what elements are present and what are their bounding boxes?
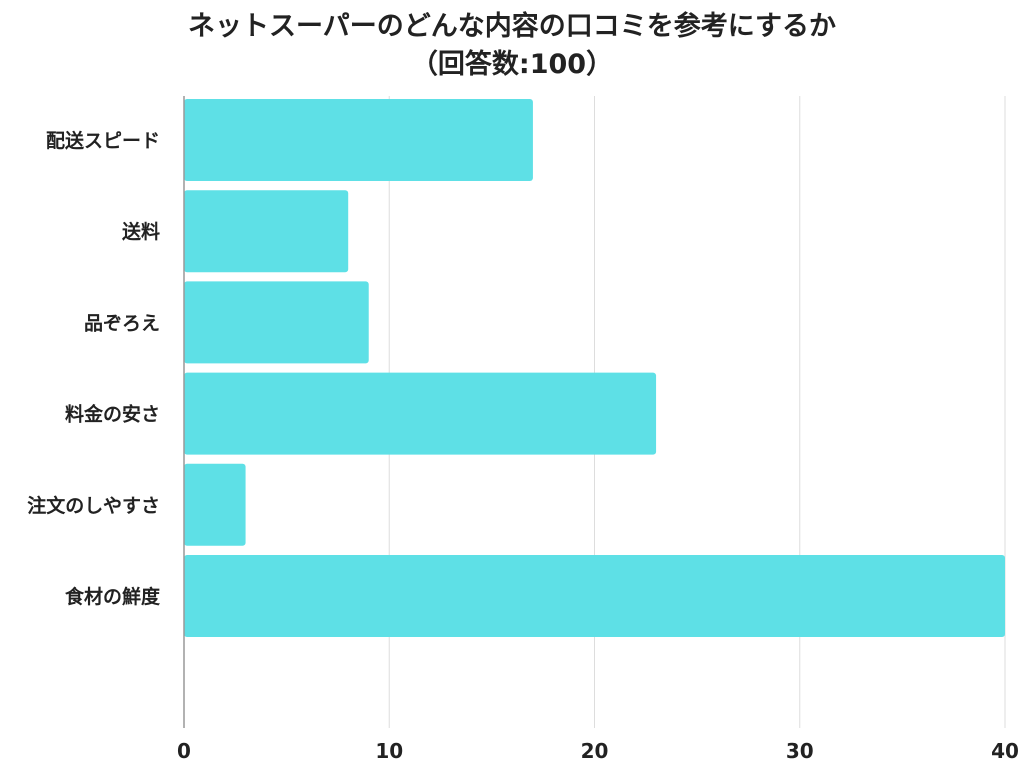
bar [184,555,1005,637]
bars [184,99,1005,637]
category-label: 品ぞろえ [84,312,160,334]
category-label: 注文のしやすさ [27,494,160,517]
category-label: 配送スピード [46,129,160,152]
chart-title-text: ネットスーパーのどんな内容の口コミを参考にするか [188,11,836,42]
x-tick-label: 30 [786,739,814,763]
bar [184,372,657,455]
bar [184,99,533,181]
x-tick-label: 40 [991,739,1019,763]
category-label: 料金の安さ [65,403,160,426]
x-tick-label: 20 [581,739,609,763]
category-label: 送料 [122,220,160,243]
category-label: 食材の鮮度 [65,585,161,608]
x-tick-labels: 0 10 20 30 40 [177,739,1019,763]
chart-subtitle-text: （回答数:100） [410,49,614,80]
bar [184,463,246,546]
x-tick-label: 0 [177,739,191,763]
bar [184,281,369,364]
x-tick-label: 10 [375,739,403,763]
bar [184,190,349,273]
chart-title: ネットスーパーのどんな内容の口コミを参考にするか （回答数:100） [0,8,1024,84]
